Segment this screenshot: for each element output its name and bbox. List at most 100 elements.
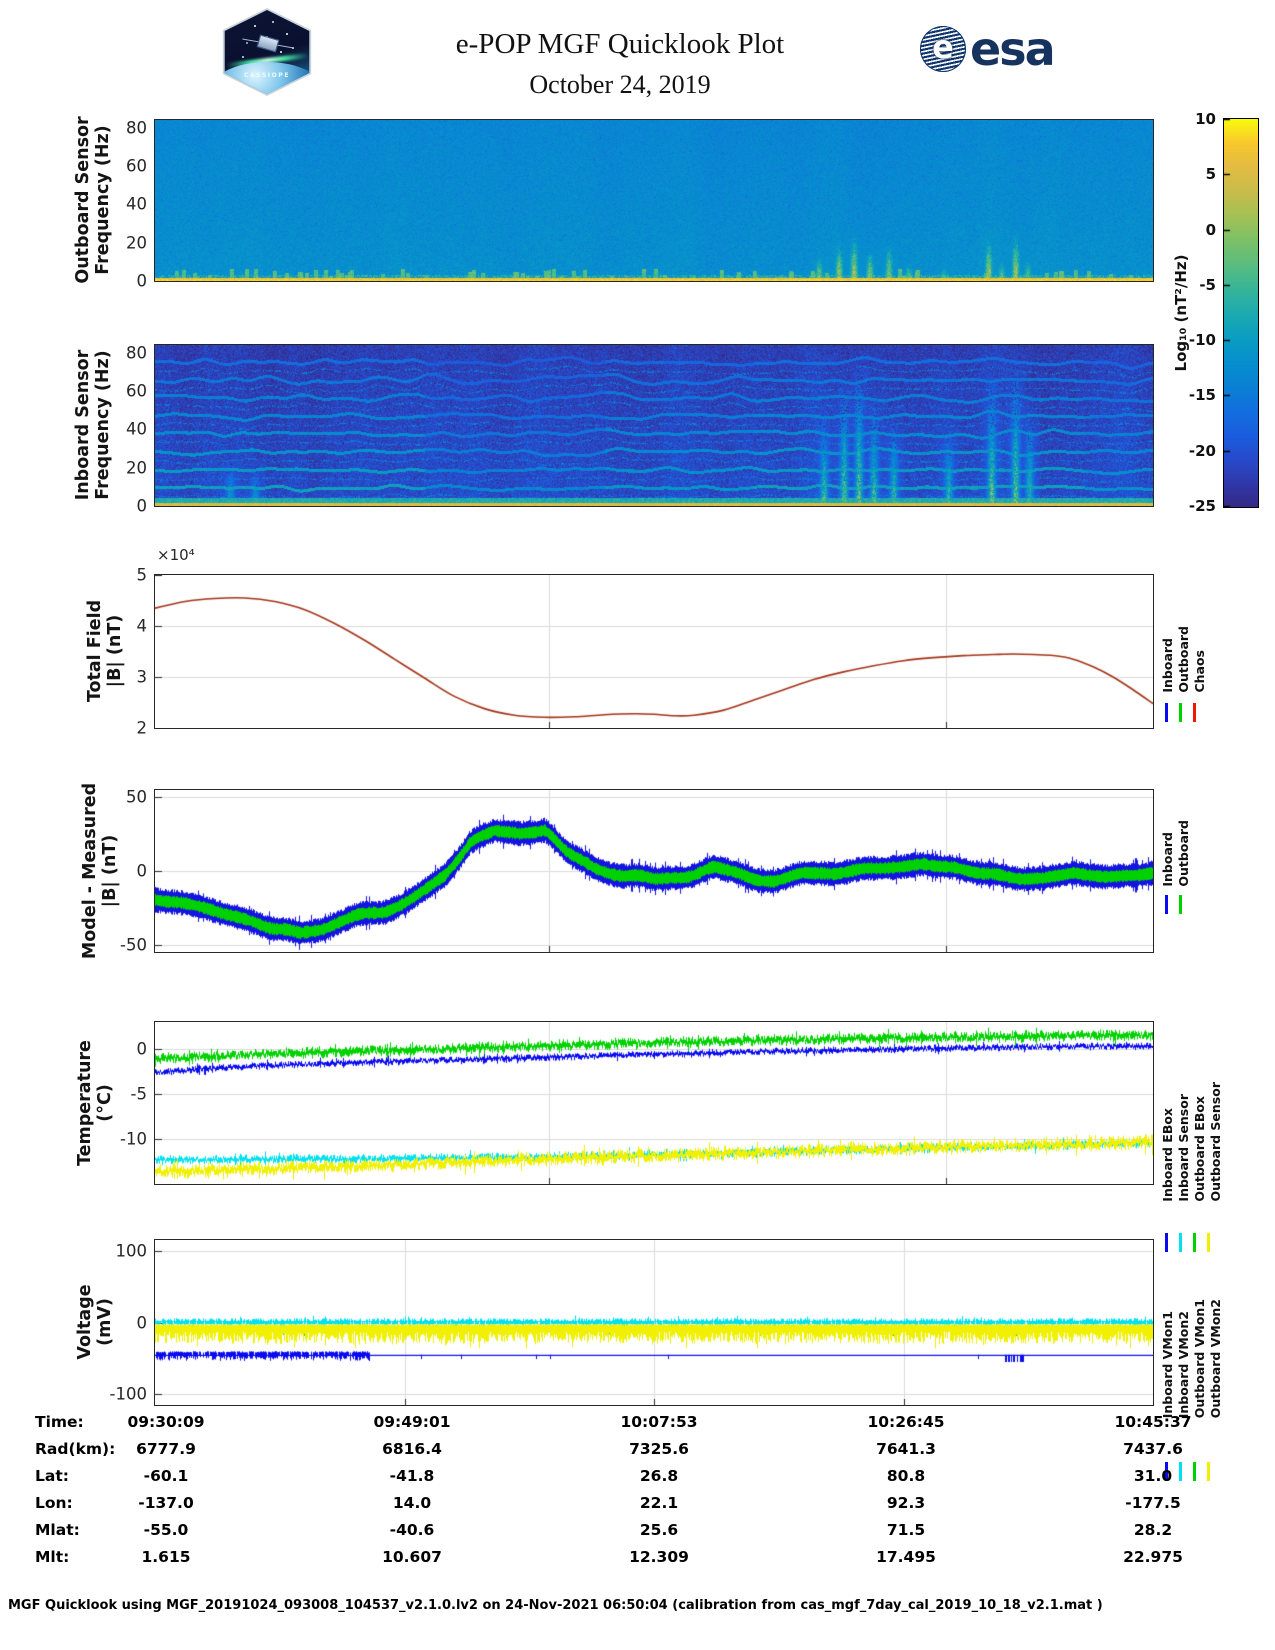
colorbar-tick-label: -10: [1188, 331, 1216, 350]
inboard-spectrogram-canvas: [155, 345, 1153, 506]
patch-hexagon: CASSIOPE: [224, 10, 310, 94]
legend-color-swatch: [1207, 1462, 1210, 1481]
y-tick-label: 0: [136, 861, 148, 881]
y-tick-label: 2: [136, 718, 148, 738]
temperature-canvas: [155, 1022, 1153, 1184]
axis-label-voltage: Voltage (mV): [75, 1284, 115, 1359]
colorbar-tick-label: 10: [1195, 110, 1216, 128]
legend-color-swatch: [1193, 1462, 1196, 1481]
y-tick-label: 40: [126, 419, 147, 439]
legend-entry-label: Inboard: [1160, 638, 1175, 693]
axis-label-inboard-frequency: Inboard Sensor Frequency (Hz): [73, 350, 113, 501]
legend-color-swatch: [1165, 1233, 1168, 1252]
axis-label-model-measured: Model - Measured |B| (nT): [80, 783, 120, 959]
legend-color-swatch: [1207, 1233, 1210, 1252]
legend-entry-label: Chaos: [1192, 650, 1207, 693]
ephemeris-value: 17.495: [876, 1548, 936, 1566]
patch-label: CASSIOPE: [243, 72, 291, 79]
y-tick-label: 5: [136, 565, 148, 585]
colorbar-tick-label: -15: [1188, 386, 1216, 405]
outboard-spectrogram-canvas: [155, 120, 1153, 281]
colorbar-label: Log₁₀ (nT²/Hz): [1172, 254, 1190, 372]
y-tick-label: 0: [136, 1313, 148, 1332]
ephemeris-value: 10:07:53: [620, 1413, 698, 1431]
legend-entry-label: Inboard VMon2: [1176, 1310, 1191, 1418]
y-tick-label: 100: [115, 1241, 148, 1261]
total-field-canvas: [155, 575, 1153, 728]
axis-label-line: Outboard Sensor: [73, 116, 93, 284]
ephemeris-value: 22.1: [639, 1494, 679, 1512]
y-tick-label: 50: [126, 787, 147, 807]
esa-logo: e esa: [920, 22, 1056, 76]
esa-wordmark: esa: [970, 22, 1056, 76]
legend-entry-label: Outboard EBox: [1192, 1096, 1207, 1202]
y-axis-exponent-label: ×10⁴: [157, 546, 195, 564]
ephemeris-value: 6816.4: [382, 1440, 442, 1458]
ephemeris-row-label: Rad(km):: [35, 1440, 116, 1458]
axis-label-line: Total Field: [85, 599, 105, 703]
voltage-plot-area: [154, 1239, 1154, 1406]
model-measured-legend-swatches: [1165, 895, 1182, 914]
ephemeris-row-label: Lon:: [35, 1494, 73, 1512]
ephemeris-value: -40.6: [389, 1521, 435, 1539]
y-tick-label: 20: [126, 458, 147, 478]
legend-entry-label: Outboard: [1176, 820, 1191, 887]
page-title: e-POP MGF Quicklook Plot: [455, 28, 785, 60]
voltage-legend-swatches: [1165, 1462, 1210, 1481]
temperature-legend: Inboard EBox Inboard Sensor Outboard EBox O…: [1160, 1022, 1223, 1202]
footer-provenance-text: MGF Quicklook using MGF_20191024_093008_…: [8, 1598, 1103, 1613]
colorbar: [1223, 118, 1259, 508]
page-date: October 24, 2019: [529, 70, 711, 99]
y-tick-label: 40: [126, 194, 147, 214]
axis-label-line: (°C): [95, 1084, 115, 1122]
temperature-legend-swatches: [1165, 1233, 1210, 1252]
ephemeris-row-label: Lat:: [35, 1467, 69, 1485]
y-tick-label: -100: [109, 1384, 147, 1404]
cassiope-mission-patch-logo: CASSIOPE: [220, 8, 314, 96]
colorbar-tick-label: -5: [1199, 275, 1216, 294]
ephemeris-row-label: Mlat:: [35, 1521, 80, 1539]
ephemeris-value: -177.5: [1125, 1494, 1181, 1512]
colorbar-tick-label: 0: [1205, 220, 1216, 239]
legend-entry-label: Inboard EBox: [1160, 1108, 1175, 1202]
legend-entry-label: Outboard VMon1: [1192, 1298, 1207, 1418]
colorbar-gradient: [1224, 119, 1258, 507]
satellite-icon: [256, 34, 280, 53]
legend-entry-label: Inboard VMon1: [1160, 1310, 1175, 1418]
y-tick-label: 4: [136, 616, 148, 636]
ephemeris-value: -41.8: [389, 1467, 435, 1485]
total-field-legend: Inboard Outboard Chaos: [1160, 575, 1207, 693]
axis-label-total-field: Total Field |B| (nT): [85, 600, 125, 702]
ephemeris-value: 22.975: [1123, 1548, 1183, 1566]
ephemeris-value: 10:26:45: [867, 1413, 945, 1431]
ephemeris-value: 12.309: [629, 1548, 689, 1566]
voltage-canvas: [155, 1240, 1153, 1405]
outboard-spectrogram-plot-area: [154, 119, 1154, 282]
legend-entry-label: Outboard VMon2: [1208, 1298, 1223, 1418]
colorbar-tick-label: 5: [1205, 165, 1216, 184]
y-tick-label: 0: [136, 271, 148, 291]
axis-label-line: |B| (nT): [100, 834, 120, 908]
legend-entry-label: Outboard Sensor: [1208, 1082, 1223, 1202]
y-tick-label: -50: [120, 935, 147, 955]
y-tick-label: 0: [136, 1039, 148, 1059]
colorbar-tick-label: -20: [1188, 441, 1216, 460]
ephemeris-value: 7437.6: [1123, 1440, 1183, 1458]
legend-color-swatch: [1179, 1462, 1182, 1481]
model-measured-legend: Inboard Outboard: [1160, 790, 1191, 887]
model-measured-plot-area: [154, 789, 1154, 953]
legend-entry-label: Inboard: [1160, 832, 1175, 887]
ephemeris-value: 14.0: [392, 1494, 432, 1512]
ephemeris-row-label: Time:: [35, 1413, 84, 1431]
y-tick-label: 0: [136, 496, 148, 516]
axis-label-outboard-frequency: Outboard Sensor Frequency (Hz): [73, 116, 113, 283]
y-tick-label: 60: [126, 381, 147, 401]
axis-label-line: Voltage: [75, 1284, 95, 1360]
esa-globe-e: e: [932, 28, 954, 66]
ephemeris-value: 92.3: [886, 1494, 926, 1512]
y-tick-label: 60: [126, 156, 147, 176]
axis-label-temperature: Temperature (°C): [75, 1040, 115, 1166]
legend-color-swatch: [1165, 703, 1168, 722]
legend-entry-label: Inboard Sensor: [1176, 1094, 1191, 1202]
legend-color-swatch: [1193, 1233, 1196, 1252]
